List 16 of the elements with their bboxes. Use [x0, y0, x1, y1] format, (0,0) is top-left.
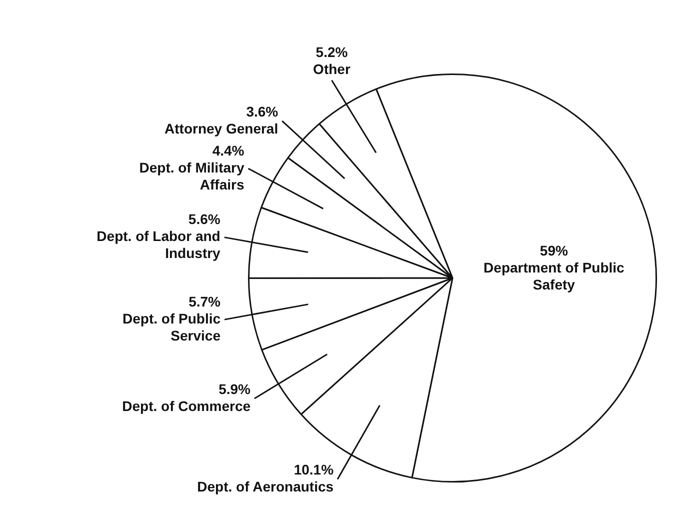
data-label: 10.1%: [294, 462, 334, 478]
slice-label: Department of Public Safety: [484, 260, 625, 293]
slice-label: Other: [313, 61, 351, 78]
slice-label: Attorney General: [164, 120, 278, 136]
slice-label: Dept. of Labor and Industry: [96, 228, 221, 262]
data-label: 3.6%: [246, 103, 279, 120]
slice-label: Dept. of Aeronautics: [197, 478, 334, 495]
data-label: 5.9%: [218, 380, 252, 397]
slice-label: Dept. of Commerce: [122, 398, 251, 414]
slice-label: Dept. of Public Service: [122, 310, 221, 344]
data-label: 5.7%: [188, 293, 222, 310]
data-label: 59%: [540, 242, 568, 259]
data-label: 5.6%: [188, 211, 221, 228]
slice-label: Dept. of Military Affairs: [139, 159, 244, 192]
data-label: 5.2%: [316, 44, 348, 60]
data-label: 4.4%: [212, 142, 245, 158]
